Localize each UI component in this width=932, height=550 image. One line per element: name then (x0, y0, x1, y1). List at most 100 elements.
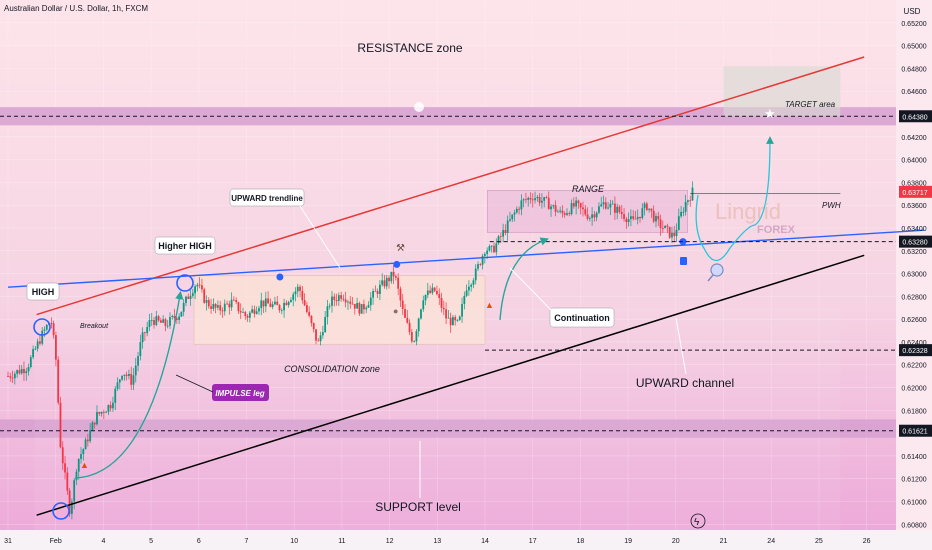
candle-body (267, 298, 270, 304)
candle-body (463, 295, 466, 305)
candle-body (70, 501, 73, 514)
candle-body (470, 284, 473, 287)
upward-channel-label: UPWARD channel (636, 376, 734, 390)
candle-body (379, 284, 381, 294)
candle-body (237, 302, 240, 312)
y-tick-label: 0.62200 (901, 363, 926, 370)
candle-body (385, 277, 388, 287)
candle-body (89, 430, 92, 442)
candle-body (150, 319, 153, 321)
candle-body (415, 331, 418, 342)
candle-body (112, 402, 114, 409)
candle-body (205, 300, 208, 303)
candle-body (652, 210, 655, 222)
target-area-box (723, 66, 841, 117)
candle-body (655, 216, 657, 222)
candle-body (429, 290, 432, 293)
candle-body (155, 316, 158, 325)
candle-body (572, 203, 575, 207)
y-tick-label: 0.64800 (901, 66, 926, 73)
breakout-label: Breakout (80, 323, 109, 330)
candle-body (173, 315, 176, 319)
impulse-arrow (74, 290, 184, 479)
candle-body (483, 253, 486, 256)
candle-body (388, 277, 390, 282)
candle-body (353, 304, 356, 309)
candle-body (358, 302, 361, 314)
time-axis[interactable]: 31 Feb 4 5 6 7 10 11 12 13 14 17 18 19 20 21 24 25 26 (4, 538, 870, 545)
candle-body (303, 300, 306, 306)
candle-body (280, 310, 283, 312)
candle-body (383, 280, 386, 287)
price-axis-background (896, 0, 932, 530)
candle-body (399, 288, 402, 301)
candle-body (513, 212, 516, 215)
candle-body (634, 218, 637, 220)
candle-body (283, 302, 285, 311)
candle-body (39, 341, 41, 344)
candle-body (260, 300, 263, 309)
regions (34, 66, 841, 530)
candle-body (479, 264, 482, 265)
candle-body (365, 307, 368, 310)
candle-body (139, 342, 142, 357)
candle-body (331, 296, 333, 306)
candle-body (433, 287, 436, 291)
candles (7, 181, 694, 520)
candle-body (7, 376, 9, 377)
candle-body (333, 296, 336, 301)
y-tick-label: 0.64000 (901, 158, 926, 165)
candle-body (32, 349, 34, 358)
candle-body (543, 197, 546, 201)
candle-body (661, 228, 664, 229)
candle-body (406, 317, 409, 323)
trendline-pointer (299, 205, 341, 269)
rocket-icon: ▲ (485, 300, 494, 310)
candle-body (445, 309, 447, 319)
lightning-icon (690, 513, 706, 529)
x-tick-label: 10 (290, 538, 298, 545)
y-tick-label: 0.60800 (901, 522, 926, 529)
candle-body (50, 322, 53, 324)
candle-body (80, 454, 82, 459)
candle-body (515, 208, 518, 213)
hammer-icon: ⚒ (396, 243, 405, 254)
higher-high-label: Higher HIGH (158, 241, 212, 251)
candle-body (73, 480, 76, 502)
y-tick-label: 0.64200 (901, 135, 926, 142)
candle-body (262, 300, 265, 307)
candle-body (315, 329, 317, 341)
candle-body (666, 225, 669, 227)
candle-body (305, 305, 308, 312)
candle-body (600, 204, 603, 207)
candle-body (235, 300, 238, 303)
x-tick-label: 12 (386, 538, 394, 545)
candle-body (109, 405, 112, 409)
candle-body (210, 306, 212, 309)
candle-body (575, 200, 578, 207)
arrows (74, 136, 774, 479)
level-tag (899, 235, 932, 248)
y-tick-label: 0.62800 (901, 294, 926, 301)
candle-body (82, 449, 85, 455)
candle-body (401, 300, 404, 309)
resistance-line (36, 56, 865, 316)
y-tick-label: 0.61800 (901, 408, 926, 415)
candle-body (337, 295, 340, 302)
candle-body (118, 379, 121, 383)
candle-body (269, 303, 272, 307)
candle-body (547, 197, 550, 210)
candle-body (219, 305, 222, 311)
candle-body (317, 340, 320, 342)
candle-body (588, 218, 591, 219)
y-tick-label: 0.61200 (901, 477, 926, 484)
candle-body (394, 276, 397, 278)
candle-body (477, 264, 479, 269)
candle-body (682, 211, 685, 213)
y-tick-label: 0.62400 (901, 340, 926, 347)
range-label: RANGE (572, 184, 605, 194)
continuation-arrow (499, 237, 549, 321)
candle-body (511, 214, 514, 220)
candle-body (285, 302, 288, 305)
